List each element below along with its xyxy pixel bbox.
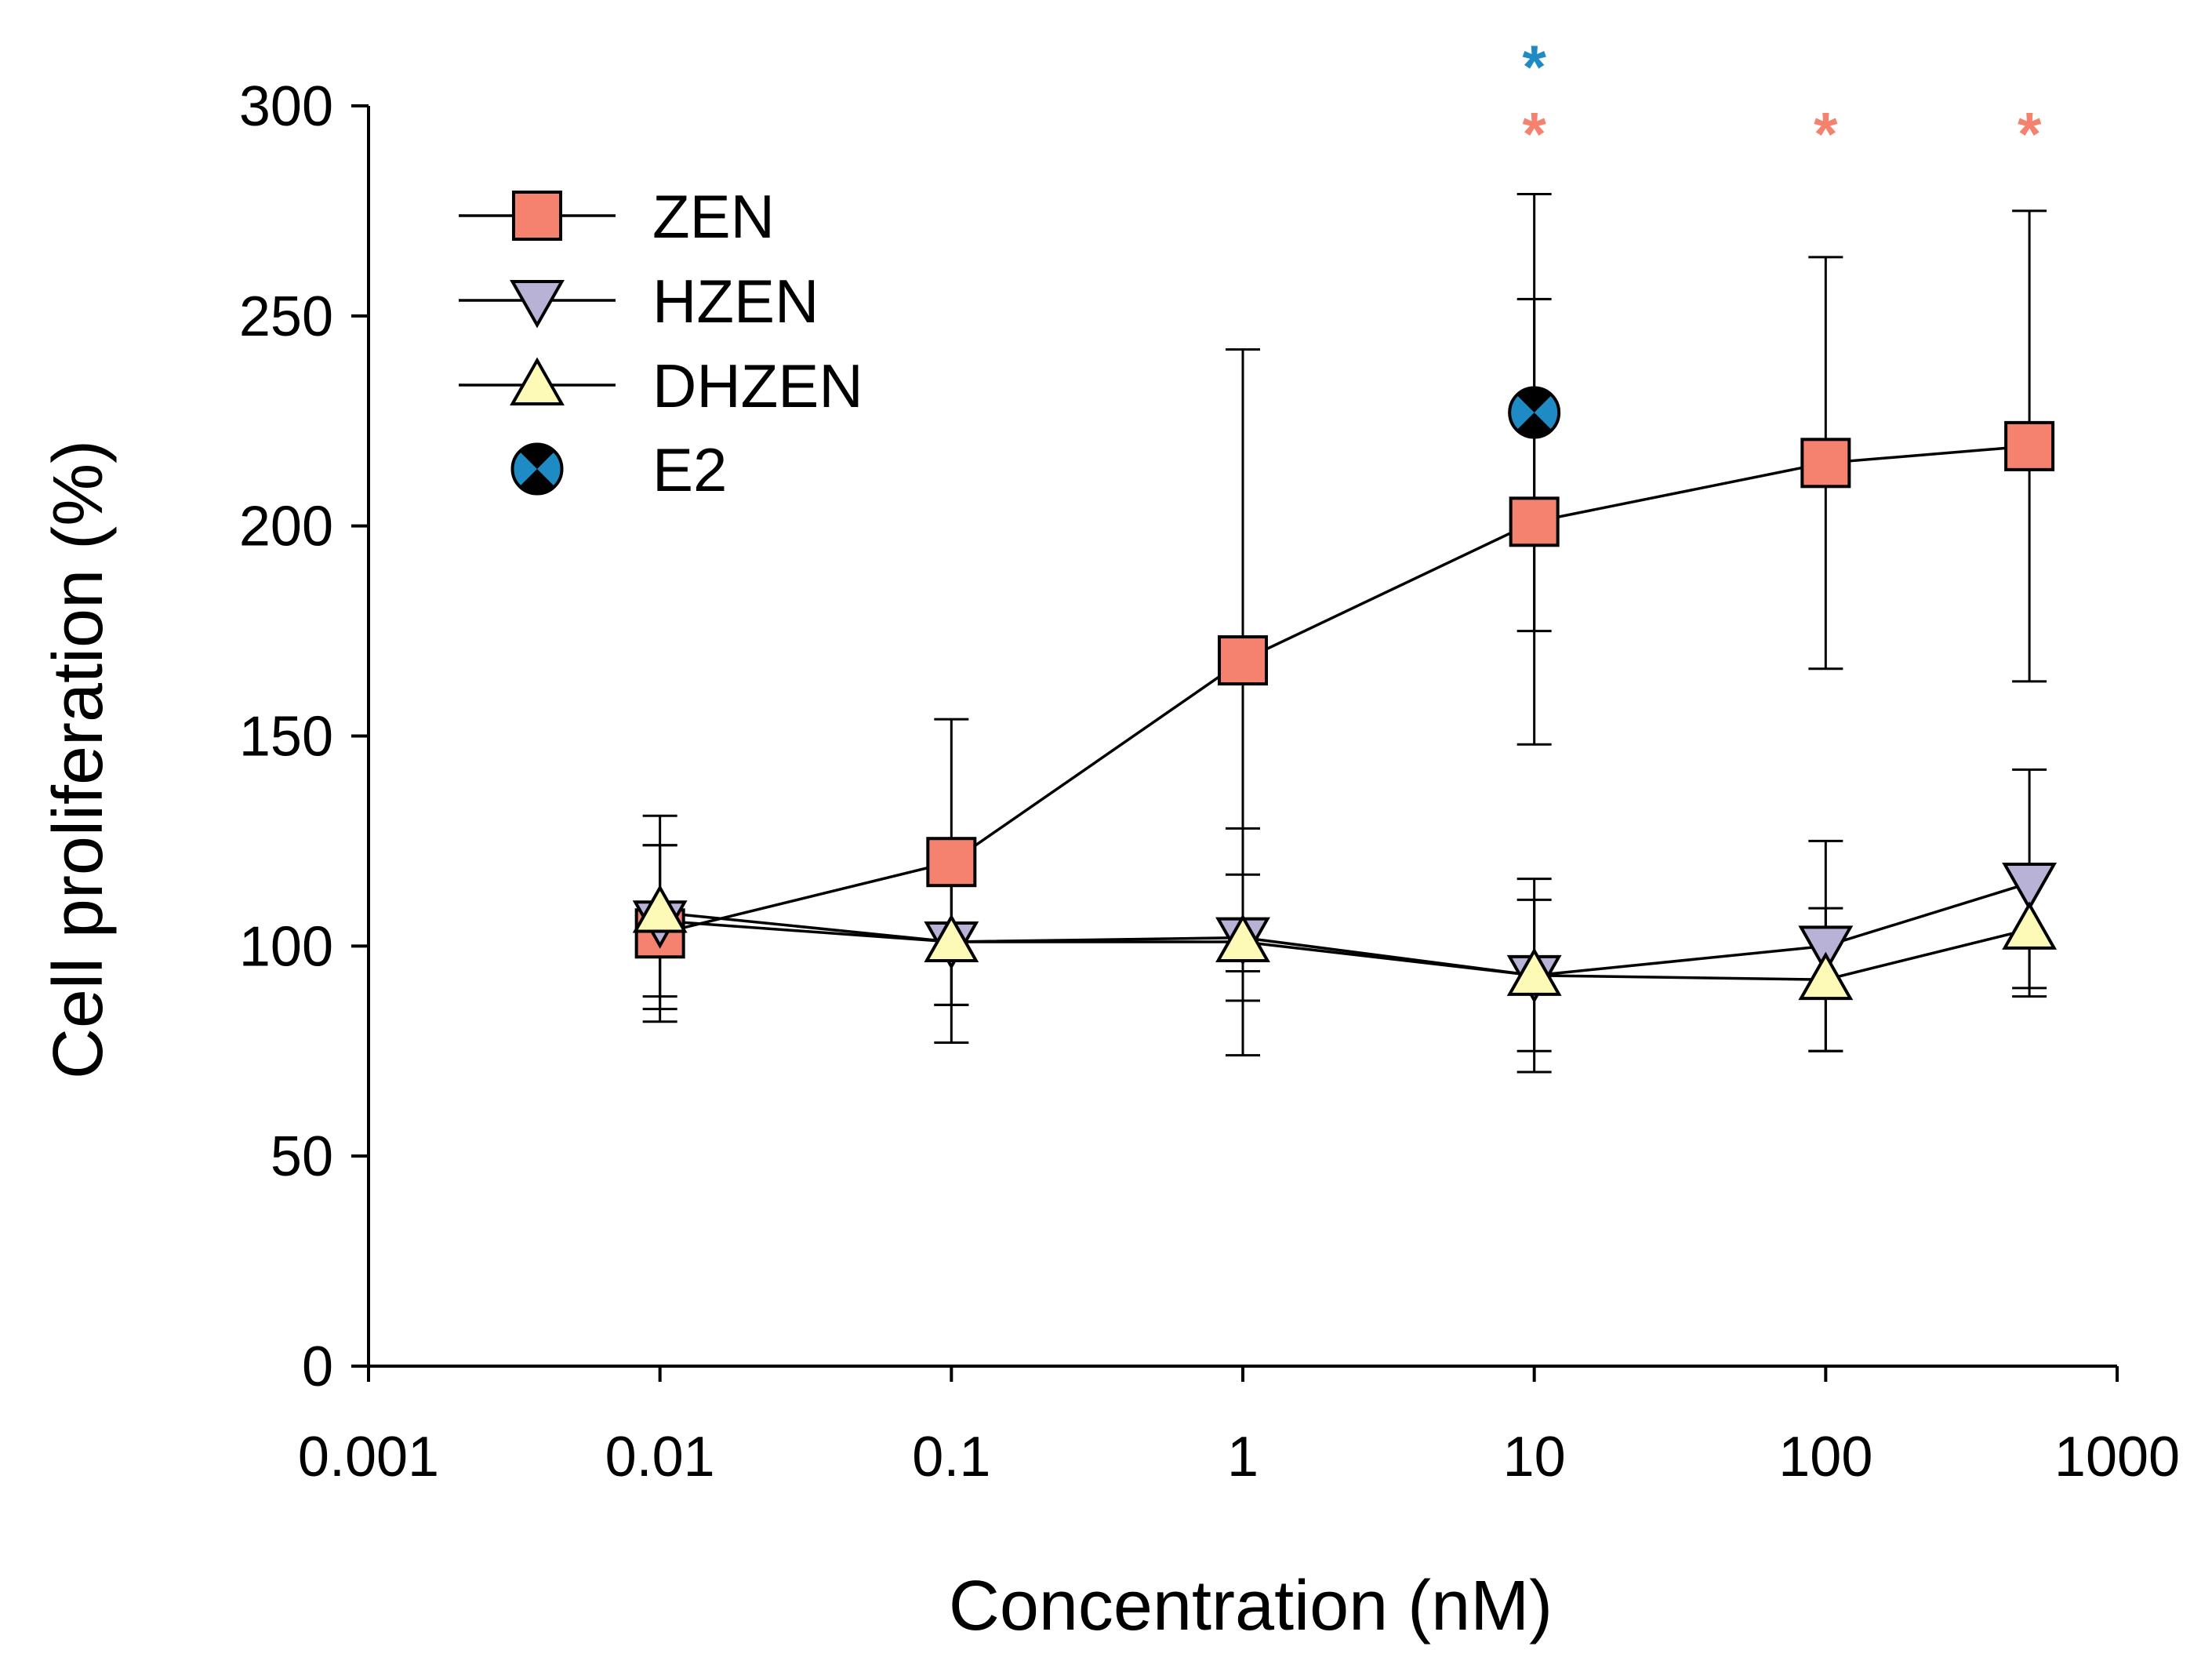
legend-item-hzen: HZEN: [459, 267, 819, 336]
series-lines: [659, 445, 2030, 981]
legend-marker: [510, 442, 564, 496]
y-tick-label: 100: [239, 915, 333, 978]
x-axis-title: Concentration (nM): [949, 1567, 1553, 1645]
legend-marker: [510, 357, 565, 405]
marker-hzen: [1798, 925, 1854, 974]
series-line-dhzen: [659, 910, 2030, 981]
marker-dhzen: [2002, 901, 2058, 950]
legend-item-e2: E2: [510, 435, 727, 504]
y-axis-ticks: 0 50 100 150 200 250 300: [239, 75, 369, 1398]
y-tick-label: 150: [239, 706, 333, 769]
x-tick-label: 10: [1503, 1426, 1566, 1488]
marker-zen: [2004, 420, 2055, 471]
legend-marker-wedge-top: [519, 444, 555, 469]
marker-zen: [1800, 438, 1851, 489]
y-tick-label: 300: [239, 75, 333, 138]
series-line-zen: [659, 445, 2030, 935]
marker-e2-wedge-bottom: [1516, 413, 1552, 438]
legend-label: DHZEN: [652, 351, 863, 420]
legend: ZEN HZEN DHZEN E2: [459, 182, 863, 504]
marker-e2-wedge-top: [1516, 387, 1552, 413]
x-tick-label: 0.1: [912, 1426, 990, 1488]
y-axis-title: Cell proliferation (%): [39, 440, 118, 1079]
significance-asterisk: *: [1522, 32, 1546, 101]
x-tick-label: 1000: [2054, 1426, 2180, 1488]
significance-asterisk: *: [1522, 100, 1546, 169]
marker-hzen: [2002, 862, 2058, 911]
y-tick-label: 250: [239, 285, 333, 348]
marker-dhzen: [1215, 914, 1270, 962]
legend-label: E2: [652, 435, 727, 504]
marker-zen: [1218, 635, 1268, 686]
x-tick-label: 0.01: [605, 1426, 715, 1488]
y-tick-label: 200: [239, 496, 333, 558]
marker-e2: [1508, 386, 1561, 439]
marker-zen: [1509, 496, 1560, 547]
data-markers: [632, 386, 2058, 1004]
marker-dhzen: [1506, 947, 1562, 996]
x-tick-label: 100: [1778, 1426, 1872, 1488]
x-axis-ticks: 0.001 0.01 0.1 1 10 100 1000: [298, 1366, 2180, 1488]
legend-label: ZEN: [652, 182, 775, 251]
x-tick-label: 0.001: [298, 1426, 439, 1488]
marker-zen: [926, 837, 977, 888]
x-tick-label: 1: [1227, 1426, 1259, 1488]
marker-dhzen: [924, 914, 979, 962]
legend-item-dhzen: DHZEN: [459, 351, 863, 420]
marker-dhzen: [1798, 951, 1854, 1001]
y-tick-label: 50: [271, 1125, 333, 1188]
y-tick-label: 0: [302, 1336, 333, 1398]
legend-label: HZEN: [652, 267, 819, 336]
legend-marker-wedge-bottom: [519, 469, 555, 494]
significance-asterisk: *: [1814, 100, 1838, 169]
marker-dhzen: [632, 884, 688, 933]
significance-annotations: ** * *: [1522, 32, 2041, 169]
legend-item-zen: ZEN: [459, 182, 775, 251]
legend-marker: [510, 280, 565, 329]
significance-asterisk: *: [2018, 100, 2042, 169]
series-line-hzen: [659, 881, 2030, 977]
legend-marker: [512, 191, 562, 241]
